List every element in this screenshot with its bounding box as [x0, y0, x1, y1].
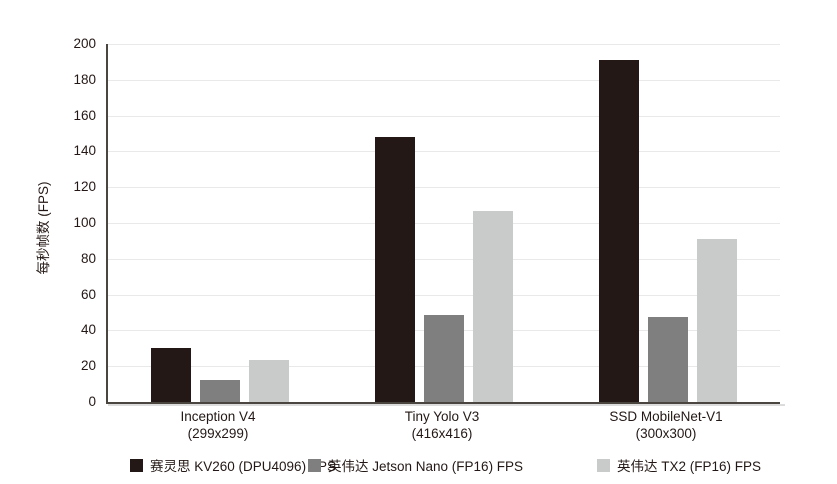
- y-tick-label: 100: [73, 215, 96, 230]
- bar: [424, 315, 464, 402]
- gridline: [108, 79, 780, 81]
- bar: [648, 316, 688, 402]
- legend-item: 英伟达 TX2 (FP16) FPS: [597, 455, 761, 475]
- y-tick-label: 180: [73, 71, 96, 87]
- gridline: [108, 115, 780, 117]
- bar: [151, 348, 191, 402]
- category-label: Inception V4 (299x299): [106, 409, 330, 442]
- category-name: Tiny Yolo V3: [404, 409, 480, 424]
- bar: [200, 379, 240, 402]
- bar-group: [151, 348, 289, 402]
- legend-swatch: [597, 458, 610, 472]
- category-name: SSD MobileNet-V1: [609, 409, 723, 424]
- legend-label: 赛灵思 KV260 (DPU4096) FPS: [150, 459, 337, 474]
- bar-group: [375, 137, 513, 402]
- bar-group: [599, 60, 737, 402]
- plot-area: [106, 44, 785, 406]
- category-name: Inception V4: [180, 409, 256, 424]
- y-tick-label: 80: [80, 250, 96, 266]
- gridline: [108, 294, 780, 296]
- category-label: Tiny Yolo V3 (416x416): [330, 409, 554, 442]
- y-tick-label: 120: [73, 179, 96, 195]
- gridline: [108, 151, 780, 153]
- legend-swatch: [130, 458, 143, 472]
- legend-swatch: [308, 458, 321, 472]
- gridline: [108, 44, 780, 45]
- category-input-size: (299x299): [187, 425, 249, 441]
- y-tick-label: 20: [80, 358, 96, 374]
- y-tick-label: 160: [73, 107, 96, 123]
- category-input-size: (416x416): [411, 425, 473, 441]
- bar: [599, 60, 639, 402]
- category-label: SSD MobileNet-V1 (300x300): [554, 409, 778, 442]
- gridline: [108, 223, 780, 224]
- bar: [375, 137, 415, 402]
- y-tick-label: 140: [73, 143, 96, 159]
- y-tick-label: 40: [80, 322, 96, 338]
- y-tick-label: 200: [73, 36, 96, 51]
- bar: [697, 239, 737, 402]
- gridline: [108, 187, 780, 189]
- legend-label: 英伟达 TX2 (FP16) FPS: [617, 459, 762, 474]
- bar: [249, 359, 289, 402]
- legend-label: 英伟达 Jetson Nano (FP16) FPS: [328, 459, 524, 474]
- category-input-size: (300x300): [635, 425, 697, 441]
- legend-item: 英伟达 Jetson Nano (FP16) FPS: [308, 455, 523, 475]
- y-tick-label: 0: [88, 394, 96, 409]
- bar: [473, 211, 513, 402]
- gridline: [108, 258, 780, 260]
- legend-item: 赛灵思 KV260 (DPU4096) FPS: [130, 455, 336, 475]
- y-tick-label: 60: [80, 286, 96, 302]
